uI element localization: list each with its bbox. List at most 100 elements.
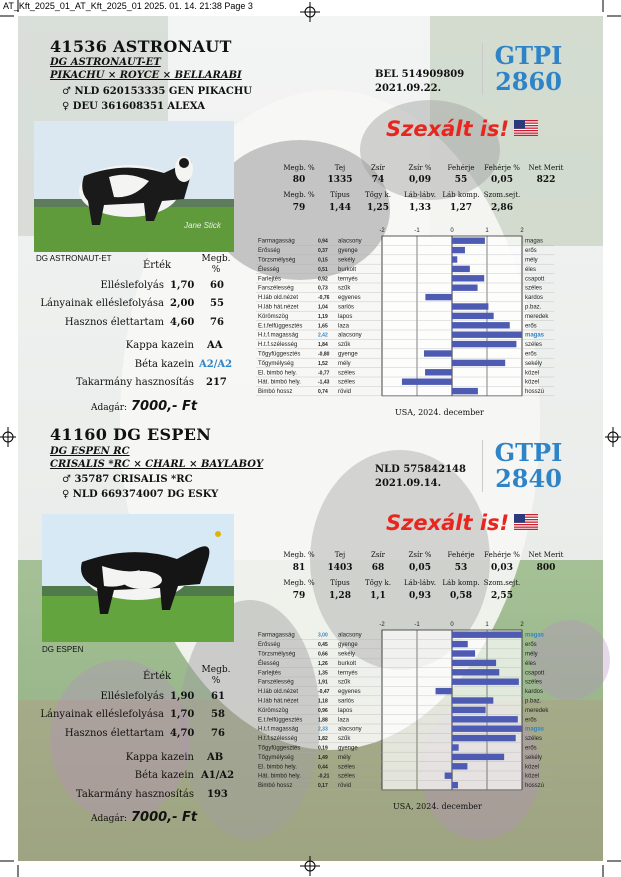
col-header: Fehérje %: [484, 551, 520, 559]
trait-value: 2,42: [318, 333, 328, 339]
registration-mark-right: [605, 427, 621, 447]
trait-value: 0,51: [318, 267, 328, 273]
left-descriptor: széles: [338, 764, 355, 770]
axis-tick-label: -1: [414, 622, 420, 628]
col-header: Típus: [330, 579, 350, 587]
col-header: Típus: [330, 191, 350, 199]
bar: [452, 734, 516, 742]
trait-label: H.láb hát.nézet: [258, 699, 299, 705]
right-descriptor: erős: [525, 323, 537, 329]
kazein-label: Kappa kazein: [125, 340, 194, 351]
col-header: Fehérje: [447, 551, 475, 559]
right-descriptor: erős: [525, 352, 537, 358]
photo-caption: DG ESPEN: [42, 645, 84, 654]
photographer-signature: Jane Stick: [184, 221, 221, 230]
col-header: Szom.sejt.: [483, 579, 521, 587]
bar: [452, 256, 458, 263]
bar: [452, 650, 476, 657]
index-value: 2,55: [491, 591, 513, 601]
trait-label: El. bimbó hely.: [258, 370, 297, 376]
trait-label: Farlejtés: [258, 670, 281, 676]
left-descriptor: alacsony: [338, 727, 362, 733]
trait-value: 1,82: [318, 736, 328, 742]
trait-label: Bimbó hossz: [258, 783, 292, 789]
bar: [452, 697, 494, 704]
stat-label: Hasznos élettartam: [64, 317, 164, 328]
col-header: Zsír: [370, 164, 386, 172]
stat-value: 1,70: [170, 709, 195, 720]
trait-value: 0,74: [318, 389, 328, 395]
right-descriptor: erős: [525, 746, 537, 752]
sire-line: ♂ 35787 CRISALIS *RC: [62, 474, 193, 485]
trait-value: 1,26: [318, 661, 328, 667]
us-flag-icon: [514, 514, 538, 530]
left-descriptor: burkolt: [338, 267, 356, 273]
bar: [452, 284, 478, 291]
right-descriptor: csapott: [525, 276, 545, 282]
kazein-label: Béta kazein: [134, 770, 194, 781]
price-value: 7000,- Ft: [131, 810, 198, 825]
kazein-label: Béta kazein: [134, 359, 194, 370]
index-value: 53: [454, 563, 468, 573]
trait-label: H.láb old.nézet: [258, 689, 298, 695]
right-descriptor: kardos: [525, 689, 543, 695]
trait-label: H.t.f.magasság: [258, 333, 298, 339]
trait-value: 1,88: [318, 717, 328, 723]
trait-label: Élesség: [258, 660, 279, 667]
left-descriptor: gyenge: [338, 352, 358, 358]
right-descriptor: éles: [525, 267, 536, 273]
left-descriptor: szűk: [338, 286, 351, 292]
bull-photo: Jane Stick: [34, 121, 234, 252]
megb-header: Megb. %: [201, 665, 231, 686]
sexed-label: Szexált is!: [386, 117, 510, 141]
trait-label: H.láb hát.nézet: [258, 305, 299, 311]
trait-value: -0,80: [318, 352, 330, 358]
gtpi-label: GTPI: [494, 438, 563, 467]
trait-value: 0,44: [318, 764, 328, 770]
trait-label: H.t.f.szélesség: [258, 736, 297, 742]
col-header: Tőgy k.: [364, 191, 391, 199]
left-descriptor: lapos: [338, 708, 352, 714]
price-value: 7000,- Ft: [131, 399, 198, 414]
stat-reliability: 55: [210, 298, 224, 309]
axis-tick-label: -1: [414, 228, 420, 234]
bull-lineage: PIKACHU × ROYCE × BELLARABI: [50, 70, 242, 81]
col-header: Láb-lábv.: [404, 191, 436, 199]
trait-label: Körömszög: [258, 314, 288, 320]
gtpi-box: GTPI 2840: [482, 440, 574, 492]
right-descriptor: meredek: [525, 314, 549, 320]
right-descriptor: hosszú: [525, 389, 544, 395]
right-descriptor: közel: [525, 370, 539, 376]
kazein-value: 217: [206, 377, 227, 388]
trait-value: 0,17: [318, 783, 328, 789]
registration-mark-bottom: [300, 856, 320, 876]
kazein-value: A1/A2: [201, 770, 235, 781]
left-descriptor: egyenes: [338, 295, 361, 301]
stat-reliability: 58: [211, 709, 225, 720]
left-descriptor: sekély: [338, 652, 355, 658]
bar: [452, 237, 485, 244]
left-descriptor: sarlós: [338, 305, 354, 311]
left-descriptor: sarlós: [338, 699, 354, 705]
trait-value: 0,15: [318, 258, 328, 264]
left-descriptor: alacsony: [338, 333, 362, 339]
trait-label: Hát. bimbó hely.: [258, 380, 301, 386]
trait-label: H.t.f.szélesség: [258, 342, 297, 348]
trait-value: 3,00: [318, 633, 328, 639]
col-header: Zsír: [370, 551, 386, 559]
trait-label: Tőgyfüggesztés: [258, 746, 300, 752]
kazein-value: 193: [207, 789, 228, 800]
trait-value: 1,52: [318, 361, 328, 367]
left-descriptor: gyenge: [338, 642, 358, 648]
index-value: 1,33: [409, 203, 431, 213]
right-descriptor: közel: [525, 380, 539, 386]
index-value: 79: [292, 591, 306, 601]
registration-mark-left: [0, 427, 16, 447]
trait-label: Erősség: [258, 248, 280, 254]
col-header: Megb. %: [283, 164, 315, 172]
left-descriptor: laza: [338, 323, 350, 329]
trait-value: 0,73: [318, 286, 328, 292]
col-header: Láb-lábv.: [404, 579, 436, 587]
index-value: 1403: [327, 563, 353, 573]
bar: [452, 716, 518, 723]
